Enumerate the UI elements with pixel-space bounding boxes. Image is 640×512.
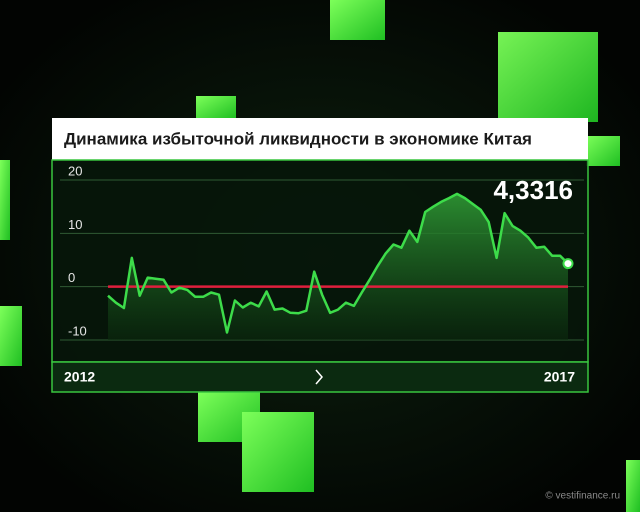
title-bar bbox=[52, 118, 588, 160]
source: © vestifinance.ru bbox=[545, 491, 620, 502]
y-tick-label: 10 bbox=[68, 217, 82, 232]
x-tick-label: 2012 bbox=[64, 369, 95, 385]
timeline-bar bbox=[51, 361, 589, 393]
y-tick-label: 0 bbox=[68, 270, 75, 285]
line bbox=[107, 192, 569, 334]
end-point bbox=[562, 258, 574, 270]
arrow-icon bbox=[315, 369, 323, 385]
chart-title: Динамика избыточной ликвидности в эконом… bbox=[64, 129, 532, 148]
y-tick-label: -10 bbox=[68, 323, 87, 338]
value-label: 4,3316 bbox=[493, 175, 573, 205]
x-tick-label: 2017 bbox=[544, 369, 575, 385]
area bbox=[108, 193, 568, 340]
y-tick-label: 20 bbox=[68, 163, 82, 178]
